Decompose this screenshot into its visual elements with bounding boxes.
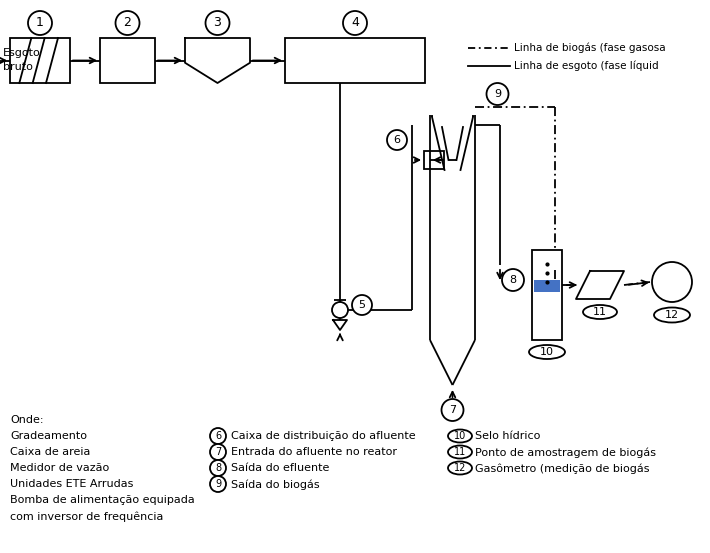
Circle shape: [210, 476, 226, 492]
Text: 5: 5: [359, 300, 366, 310]
Text: Caixa de distribuição do afluente: Caixa de distribuição do afluente: [231, 431, 415, 441]
Text: 11: 11: [454, 447, 466, 457]
Polygon shape: [576, 271, 624, 299]
Text: Entrada do afluente no reator: Entrada do afluente no reator: [231, 447, 397, 457]
Text: bruto: bruto: [3, 62, 33, 72]
Ellipse shape: [448, 462, 472, 474]
Circle shape: [210, 428, 226, 444]
Text: 10: 10: [454, 431, 466, 441]
Text: Esgoto: Esgoto: [3, 49, 40, 59]
Circle shape: [343, 11, 367, 35]
Text: 12: 12: [454, 463, 466, 473]
Text: 2: 2: [124, 17, 131, 29]
Bar: [10, 38, 70, 83]
Text: Linha de esgoto (fase líquid: Linha de esgoto (fase líquid: [514, 61, 659, 71]
Ellipse shape: [654, 307, 690, 322]
Circle shape: [486, 83, 508, 105]
Text: 6: 6: [393, 135, 400, 145]
Bar: [532, 250, 562, 340]
Text: 3: 3: [214, 17, 222, 29]
Text: Gradeamento: Gradeamento: [10, 431, 87, 441]
Text: Onde:: Onde:: [10, 415, 43, 425]
Text: Saída do biogás: Saída do biogás: [231, 479, 320, 489]
Text: Selo hídrico: Selo hídrico: [475, 431, 540, 441]
Text: 12: 12: [665, 310, 679, 320]
Text: Medidor de vazão: Medidor de vazão: [10, 463, 109, 473]
Text: 1: 1: [36, 17, 44, 29]
Text: 9: 9: [494, 89, 501, 99]
Ellipse shape: [448, 430, 472, 442]
Text: Gasômetro (medição de biogás: Gasômetro (medição de biogás: [475, 463, 650, 473]
Text: Unidades ETE Arrudas: Unidades ETE Arrudas: [10, 479, 133, 489]
Text: 9: 9: [215, 479, 221, 489]
Text: 7: 7: [215, 447, 221, 457]
Text: Saída do efluente: Saída do efluente: [231, 463, 329, 473]
Circle shape: [387, 130, 407, 150]
Text: Caixa de areia: Caixa de areia: [10, 447, 90, 457]
Text: 7: 7: [449, 405, 456, 415]
Text: Ponto de amostragem de biogás: Ponto de amostragem de biogás: [475, 447, 656, 457]
Circle shape: [352, 295, 372, 315]
Ellipse shape: [529, 345, 565, 359]
Circle shape: [332, 302, 348, 318]
Bar: [100, 38, 155, 83]
Text: 11: 11: [593, 307, 607, 317]
Text: Linha de biogás (fase gasosa: Linha de biogás (fase gasosa: [514, 43, 666, 53]
Circle shape: [210, 460, 226, 476]
Bar: [424, 151, 444, 169]
Ellipse shape: [448, 446, 472, 458]
Circle shape: [652, 262, 692, 302]
Text: 8: 8: [510, 275, 517, 285]
Circle shape: [205, 11, 229, 35]
Bar: [534, 280, 560, 292]
Bar: [285, 38, 425, 83]
Text: Bomba de alimentação equipada: Bomba de alimentação equipada: [10, 495, 195, 505]
Circle shape: [210, 444, 226, 460]
Circle shape: [442, 399, 464, 421]
Text: 10: 10: [540, 347, 554, 357]
Text: 8: 8: [215, 463, 221, 473]
Text: com inversor de frequência: com inversor de frequência: [10, 511, 163, 521]
Circle shape: [502, 269, 524, 291]
Ellipse shape: [583, 305, 617, 319]
Text: 6: 6: [215, 431, 221, 441]
Text: 4: 4: [351, 17, 359, 29]
Polygon shape: [185, 38, 250, 83]
Circle shape: [28, 11, 52, 35]
Circle shape: [116, 11, 139, 35]
